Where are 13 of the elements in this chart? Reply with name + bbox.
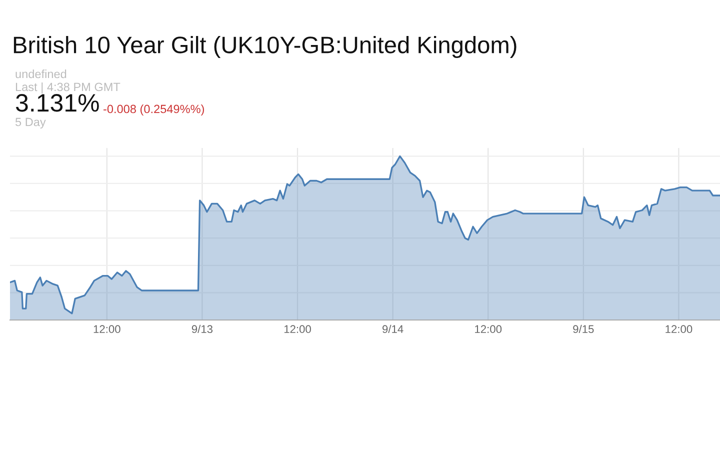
x-tick-label: 12:00 (475, 325, 502, 334)
x-tick-label: 9/14 (382, 324, 404, 334)
text: 3.131% (16, 94, 99, 112)
text: Last | 4:38 PM GMT (16, 82, 120, 94)
text: -0.008 (0.2549%%) (104, 104, 204, 116)
chart-title: British 10 Year Gilt (UK10Y-GB:United Kingdom) (14, 36, 516, 58)
x-tick-label: 9/15 (573, 324, 594, 334)
x-tick-label: 9/13 (192, 324, 213, 334)
x-tick-label: 12:00 (284, 325, 311, 334)
x-tick-label: 12:00 (666, 325, 692, 334)
text: undefined (16, 70, 66, 78)
x-tick-label: 12:00 (94, 325, 120, 334)
text: 5 Day (15, 118, 46, 129)
